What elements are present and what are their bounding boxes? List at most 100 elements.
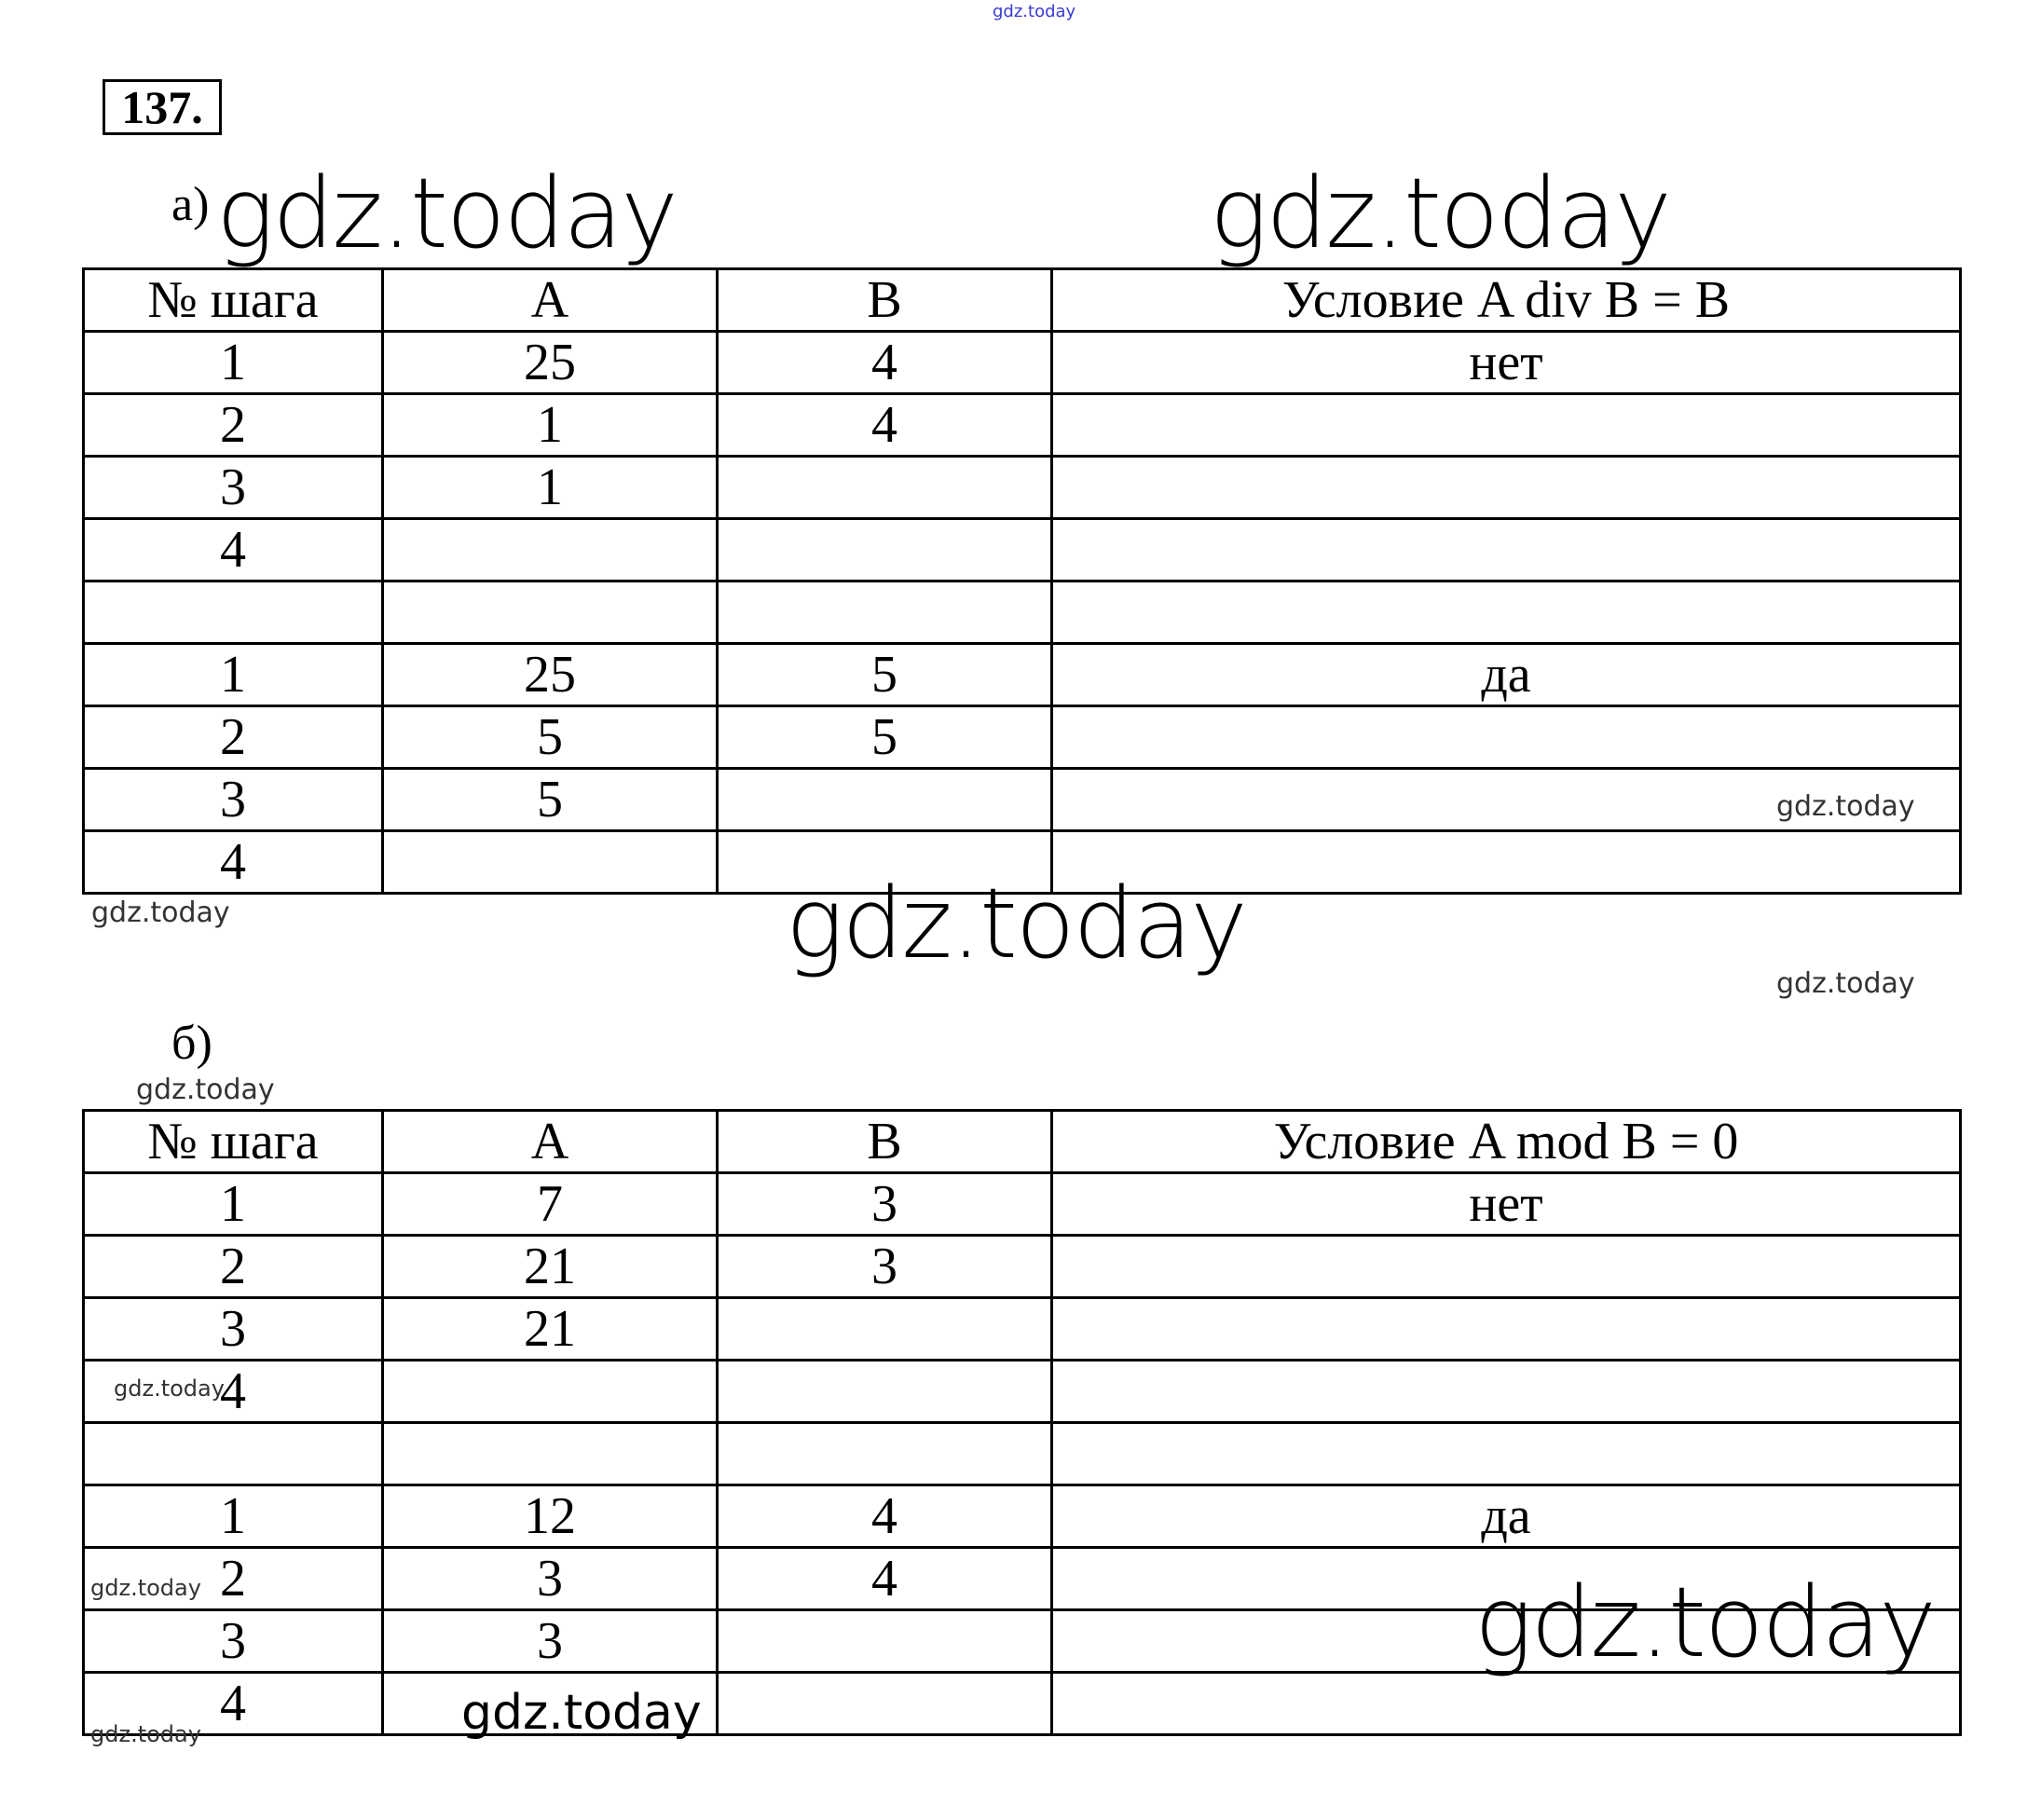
table-cell xyxy=(1050,1296,1962,1362)
column-header: № шага xyxy=(82,1109,384,1174)
part-a-label: а) xyxy=(171,178,210,231)
watermark: gdz.today xyxy=(993,2,1076,21)
watermark: gdz.today xyxy=(1776,790,1915,823)
table-part-b: № шага A B Условие A mod B = 0 1 7 3 нет 2 21 3 3 21… xyxy=(82,1109,1962,1736)
table-cell xyxy=(1050,829,1962,895)
table-cell: 1 xyxy=(381,392,719,458)
table-cell xyxy=(716,1359,1053,1424)
table-cell: 7 xyxy=(381,1171,719,1237)
column-header: B xyxy=(716,1109,1053,1174)
table-row: 4 xyxy=(82,517,1962,582)
watermark: gdz.today xyxy=(136,1074,275,1106)
watermark: gdz.today xyxy=(1776,967,1915,1000)
table-cell: 25 xyxy=(381,642,719,707)
table-row: 2 21 3 xyxy=(82,1234,1962,1299)
table-row xyxy=(82,580,1962,645)
watermark: gdz.today xyxy=(461,1685,702,1741)
watermark: gdz.today xyxy=(90,1721,201,1747)
table-cell: 5 xyxy=(381,705,719,770)
table-row: 4 xyxy=(82,829,1962,895)
table-cell: 4 xyxy=(82,1359,384,1424)
table-cell xyxy=(716,829,1053,895)
table-cell: 12 xyxy=(381,1484,719,1549)
table-cell xyxy=(1050,1546,1962,1611)
table-cell: да xyxy=(1050,642,1962,707)
table-cell: 2 xyxy=(82,705,384,770)
watermark: gdz.today xyxy=(786,867,1248,980)
table-cell: 5 xyxy=(716,642,1053,707)
table-cell xyxy=(1050,1359,1962,1424)
table-cell xyxy=(82,580,384,645)
header-row: № шага A B Условие A div B = B xyxy=(82,267,1962,333)
watermark: gdz.today xyxy=(114,1375,225,1402)
table-row: 1 12 4 да xyxy=(82,1484,1962,1549)
table-cell xyxy=(1050,1421,1962,1486)
table-row xyxy=(82,1421,1962,1486)
watermark: gdz.today xyxy=(216,157,678,270)
table-cell xyxy=(716,517,1053,582)
watermark: gdz.today xyxy=(1474,1566,1937,1679)
table-cell: 3 xyxy=(381,1546,719,1611)
table-cell xyxy=(716,455,1053,520)
table-cell: 3 xyxy=(82,1296,384,1362)
table-cell: 3 xyxy=(82,767,384,832)
table-cell: 5 xyxy=(716,705,1053,770)
table-cell xyxy=(1050,392,1962,458)
table-cell: 4 xyxy=(82,829,384,895)
table-cell xyxy=(716,1421,1053,1486)
table-cell xyxy=(381,580,719,645)
table-cell: 3 xyxy=(82,1608,384,1674)
table-row: 4 xyxy=(82,1671,1962,1736)
watermark: gdz.today xyxy=(90,1575,201,1601)
table-cell xyxy=(716,767,1053,832)
table-row: 4 xyxy=(82,1359,1962,1424)
table-cell xyxy=(381,1671,719,1736)
table-cell xyxy=(1050,1671,1962,1736)
table-cell xyxy=(716,580,1053,645)
table-row: 3 21 xyxy=(82,1296,1962,1362)
table-cell xyxy=(1050,517,1962,582)
table-cell: 1 xyxy=(381,455,719,520)
table-cell: да xyxy=(1050,1484,1962,1549)
table-cell xyxy=(1050,580,1962,645)
table-cell: 4 xyxy=(82,1671,384,1736)
header-row: № шага A B Условие A mod B = 0 xyxy=(82,1109,1962,1174)
column-header: № шага xyxy=(82,267,384,333)
table-cell: 1 xyxy=(82,642,384,707)
table-cell xyxy=(1050,1608,1962,1674)
table-cell: 5 xyxy=(381,767,719,832)
column-header: B xyxy=(716,267,1053,333)
table-cell xyxy=(716,1671,1053,1736)
table-cell: 3 xyxy=(716,1171,1053,1237)
column-header: A xyxy=(381,267,719,333)
table-cell: 4 xyxy=(716,392,1053,458)
table-row: 1 7 3 нет xyxy=(82,1171,1962,1237)
table-cell xyxy=(82,1421,384,1486)
table-cell: 1 xyxy=(82,1484,384,1549)
table-cell: 2 xyxy=(82,392,384,458)
table-cell: 3 xyxy=(716,1234,1053,1299)
watermark: gdz.today xyxy=(1210,157,1672,270)
table-cell xyxy=(381,829,719,895)
table-cell: 2 xyxy=(82,1546,384,1611)
table-cell xyxy=(1050,455,1962,520)
table-cell: 21 xyxy=(381,1296,719,1362)
table-row: 1 25 5 да xyxy=(82,642,1962,707)
table-cell: 4 xyxy=(716,330,1053,395)
problem-number: 137. xyxy=(103,79,222,135)
table-cell: нет xyxy=(1050,330,1962,395)
table-cell xyxy=(381,517,719,582)
table-cell xyxy=(1050,767,1962,832)
table-cell xyxy=(716,1608,1053,1674)
table-cell xyxy=(1050,705,1962,770)
table-cell: 3 xyxy=(381,1608,719,1674)
table-cell: 2 xyxy=(82,1234,384,1299)
table-cell xyxy=(381,1359,719,1424)
table-cell: 4 xyxy=(716,1484,1053,1549)
column-header: Условие A mod B = 0 xyxy=(1050,1109,1962,1174)
table-cell xyxy=(1050,1234,1962,1299)
